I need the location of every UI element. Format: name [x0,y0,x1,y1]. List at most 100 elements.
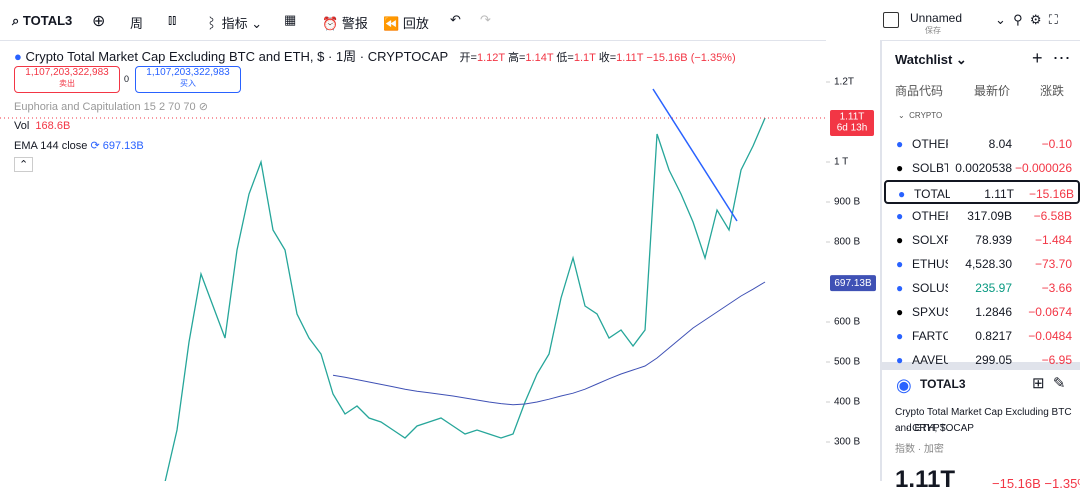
last: 317.09B [967,209,1012,223]
last: 4,528.30 [965,257,1012,271]
change: −15.16B (−1.35%) [646,52,736,64]
ema-row: EMA 144 close ⟳ 697.13B [14,140,144,152]
change: −6.58B [1033,209,1072,223]
watchlist-title: Watchlist [895,52,953,67]
ema-label: EMA 144 close [14,140,88,152]
details-price: 1.11T [895,466,956,493]
last: 1.2846 [975,305,1012,319]
change: −0.0484 [1028,329,1072,343]
undo[interactable]: ↶ [450,12,461,27]
last: 299.05 [975,353,1012,367]
details-icons[interactable]: ⊞ ✎ [1032,375,1066,392]
watchlist-row[interactable]: ● OTHERS 8.04 −0.10 [884,132,1080,156]
ohlc: 开=1.12T 高=1.14T 低=1.1T 收=1.11T −15.16B (… [460,52,736,64]
symbol: FARTCOIN [912,329,948,343]
last: 0.8217 [975,329,1012,343]
buy-btn[interactable]: 1,107,203,322,983 买入 [135,66,241,93]
vol-label: Vol [14,120,30,132]
symbol: SOLUSD [912,281,948,295]
alert-btn[interactable]: ⏰ 警报 [322,16,368,31]
countdown: 6d 13h [837,123,868,134]
details-change: −15.16B −1.35% [992,476,1080,491]
symbol-icon: ● [896,137,904,151]
replay-btn[interactable]: ⏪ 回放 [383,16,429,31]
high-label: 高= [507,52,526,64]
layouts[interactable]: ▦ [284,12,297,27]
watchlist-row[interactable]: ● SOLUSD 235.97 −3.66 [884,276,1080,300]
collapse[interactable]: ⌃ [14,157,34,172]
y-tick-label: 300 B [834,437,860,448]
watchlist-row[interactable]: ● SOLBTC 0.0020538−0.000026 [884,156,1080,180]
save: 保存 [925,26,941,35]
y-tick-label: 500 B [834,357,860,368]
last: 78.939 [975,233,1012,247]
layout-name[interactable]: Unnamed [910,11,963,25]
layout-icon[interactable] [883,12,899,28]
symbol: TOTAL3 [914,187,950,201]
header: 商品代码 [895,84,944,98]
symbol: OTHERS [912,209,948,223]
last: 235.97 [975,281,1012,295]
watchlist-row[interactable]: ● AAVEUSD 299.05 −6.95 [884,348,1080,372]
y-tick-label: 900 B [834,197,860,208]
watchlist-row[interactable]: ● OTHERS 317.09B −6.58B [884,204,1080,228]
open: 1.12T [476,52,505,64]
toolbar-icons[interactable]: ⌄ ⚲ ⚙ ⛶ [995,12,1058,27]
watchlist-row[interactable]: ● TOTAL3 1.11T −15.16B [884,180,1080,204]
header: 最新价 [974,84,1011,98]
open-label: 开= [459,52,477,64]
change: −73.70 [1034,257,1072,271]
interval[interactable]: 周 [130,16,144,31]
details-exchange: · CRYPTOCAP [906,423,974,434]
sell-btn[interactable]: 1,107,203,322,983 卖出 [14,66,120,93]
add-symbol[interactable]: ⊕ [92,13,106,30]
change: −6.95 [1041,353,1072,367]
watchlist-row[interactable]: ● FARTCOIN 0.8217 −0.0484 [884,324,1080,348]
watchlist-row[interactable]: ● SOLXRP 78.939 −1.484 [884,228,1080,252]
symbol: SOLBTC [912,161,948,175]
price-axis [826,40,880,481]
redo[interactable]: ↷ [480,12,491,27]
details-description: Crypto Total Market Cap Excluding BTC an… [895,407,1072,434]
indicators: 指标 [221,16,248,31]
details-icon: ◉ [896,375,912,395]
chart: 300 B 400 B 500 B 600 B 800 B 900 B 1 T 1.2T 1.1… [0,40,880,481]
last: 8.04 [988,137,1012,151]
symbol: ETHUSD [912,257,948,271]
toolbar: ⌕ TOTAL3 ⊕ 周 ⫾⫾ ⌇ 指标 ⌄ ▦ ⏰ 警报 ⏪ 回放 ↶ ↷ U… [0,0,1080,41]
series-line [332,281,766,406]
symbol-search[interactable]: ⌕ TOTAL3 [12,13,73,28]
buy-price: 1,107,203,322,983 [146,67,230,78]
symbol-icon: ● [896,305,904,319]
sell: 卖出 [59,79,75,88]
watchlist-row[interactable]: ● SPXUSD 1.2846 −0.0674 [884,300,1080,324]
separator [882,362,1080,370]
sell-price: 1,107,203,322,983 [25,67,109,78]
indicators-btn[interactable]: ⌇ 指标 ⌄ [205,16,263,31]
close: 1.11T [616,52,644,64]
group: CRYPTO [909,111,943,120]
symbol-icon: ● [896,233,904,247]
high: 1.14T [525,52,554,64]
symbol-icon: ● [896,281,904,295]
group-row[interactable]: ⌄ CRYPTO [898,111,943,120]
watchlist-icons[interactable]: + ⋯ [1032,48,1071,68]
symbol-icon: ● [896,209,904,223]
symbol-icon: ● [896,353,904,367]
series-line [164,117,766,481]
chart-type[interactable]: ⫾⫾ [168,12,177,27]
symbol: TOTAL3 [22,13,73,28]
euphoria: Euphoria and Capitulation 15 2 70 70 [14,101,196,113]
watchlist-row[interactable]: ● ETHUSD 4,528.30 −73.70 [884,252,1080,276]
low-label: 低= [556,52,574,64]
ema-price-box [830,275,876,292]
last-price-label: 1.11T [840,112,865,123]
alert: 警报 [341,16,368,31]
buy: 买入 [180,79,196,88]
watchlist-title-row[interactable]: Watchlist ⌄ [895,52,967,67]
legend: ● Crypto Total Market Cap Excluding BTC … [14,46,736,65]
spread: 0 [124,74,130,84]
symbol-icon: ● [898,187,906,201]
vol-row: Vol 168.6B [14,120,70,132]
